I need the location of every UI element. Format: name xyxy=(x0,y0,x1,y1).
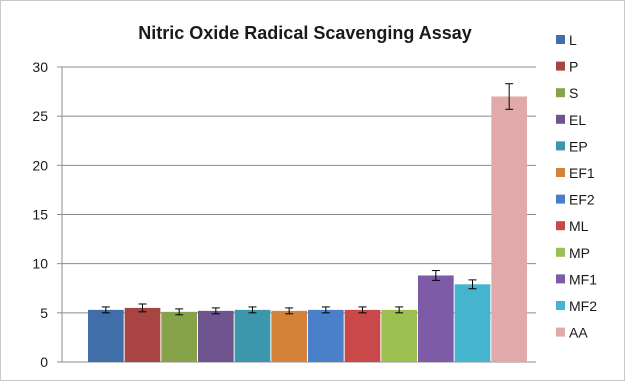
y-tick-label: 20 xyxy=(32,157,48,173)
legend-swatch-el xyxy=(556,114,565,124)
bar-ef1 xyxy=(271,310,307,362)
legend-label-aa: AA xyxy=(569,325,588,341)
legend-label-el: EL xyxy=(569,112,586,128)
legend-label-ml: ML xyxy=(569,218,589,234)
legend-swatch-p xyxy=(556,61,565,71)
legend-swatch-ep xyxy=(556,141,565,151)
legend-swatch-mp xyxy=(556,247,565,257)
y-tick-label: 5 xyxy=(40,305,48,321)
legend-label-mf2: MF2 xyxy=(569,298,597,314)
legend-swatch-l xyxy=(556,35,565,44)
legend-swatch-ef1 xyxy=(556,168,565,177)
bar-l xyxy=(88,309,124,362)
bar-aa xyxy=(491,96,527,362)
legend-swatch-mf2 xyxy=(556,301,565,310)
legend-swatch-ef2 xyxy=(556,194,565,204)
legend-label-l: L xyxy=(569,32,577,48)
bar-mf2 xyxy=(454,284,491,362)
bar-mf1 xyxy=(418,275,454,362)
bar-ef2 xyxy=(308,309,344,362)
legend-swatch-mf1 xyxy=(556,274,565,284)
chart-title: Nitric Oxide Radical Scavenging Assay xyxy=(138,23,471,43)
legend-swatch-s xyxy=(556,88,565,98)
bars xyxy=(88,96,527,362)
legend-swatch-ml xyxy=(556,221,565,231)
y-tick-label: 25 xyxy=(32,108,48,124)
y-tick-label: 30 xyxy=(32,59,48,75)
bar-p xyxy=(124,307,161,362)
bar-el xyxy=(198,310,234,362)
legend-label-ef1: EF1 xyxy=(569,165,595,181)
y-tick-label: 15 xyxy=(32,207,48,223)
legend-label-ep: EP xyxy=(569,138,588,154)
legend-swatch-aa xyxy=(556,327,565,337)
legend-label-mp: MP xyxy=(569,245,590,261)
y-tick-label: 10 xyxy=(32,256,48,272)
bar-ml xyxy=(344,309,381,362)
y-tick-label: 0 xyxy=(40,354,48,370)
legend-label-ef2: EF2 xyxy=(569,192,595,208)
legend-label-p: P xyxy=(569,59,578,75)
legend: LPS EL EP EF1 EF2 ML MP MF1 MF2 AA xyxy=(556,32,597,341)
error-bars xyxy=(101,83,514,316)
y-axis-ticks: 0 5 10 15 20 25 30 xyxy=(32,59,48,370)
legend-label-s: S xyxy=(569,85,578,101)
bar-ep xyxy=(234,309,271,362)
bar-s xyxy=(161,311,197,362)
bar-mp xyxy=(381,309,417,362)
legend-label-mf1: MF1 xyxy=(569,271,597,287)
